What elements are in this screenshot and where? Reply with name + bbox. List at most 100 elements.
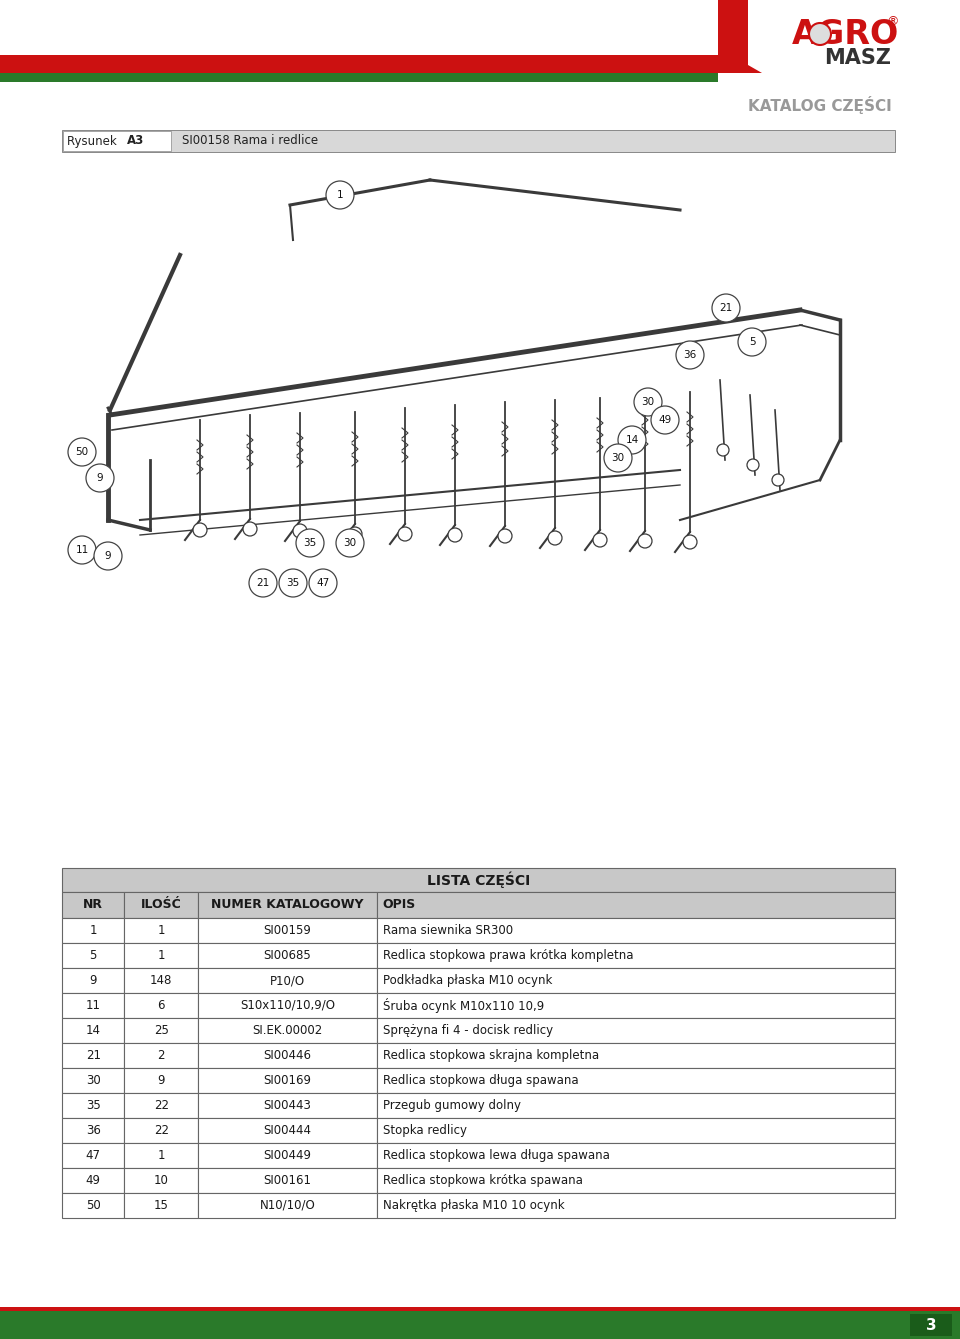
Bar xyxy=(62,1043,125,1069)
Bar xyxy=(125,1118,198,1144)
Bar xyxy=(377,994,895,1018)
Bar xyxy=(718,0,960,82)
Bar xyxy=(377,1018,895,1043)
Text: Sprężyna fi 4 - docisk redlicy: Sprężyna fi 4 - docisk redlicy xyxy=(383,1024,553,1036)
Circle shape xyxy=(336,529,364,557)
Circle shape xyxy=(683,536,697,549)
Bar xyxy=(198,1018,377,1043)
Text: 30: 30 xyxy=(85,1074,101,1087)
Bar xyxy=(62,943,125,968)
Bar xyxy=(62,868,895,892)
Circle shape xyxy=(448,528,462,542)
Text: Redlica stopkowa krótka spawana: Redlica stopkowa krótka spawana xyxy=(383,1174,583,1186)
Text: 9: 9 xyxy=(89,973,97,987)
Circle shape xyxy=(94,542,122,570)
Text: 36: 36 xyxy=(85,1123,101,1137)
Text: ILOŚĆ: ILOŚĆ xyxy=(141,898,181,912)
Circle shape xyxy=(618,426,646,454)
Text: 30: 30 xyxy=(344,538,356,548)
Text: 36: 36 xyxy=(684,349,697,360)
Text: 47: 47 xyxy=(85,1149,101,1162)
Text: 5: 5 xyxy=(749,337,756,347)
Bar xyxy=(125,892,198,919)
Text: 148: 148 xyxy=(150,973,172,987)
Text: SI00159: SI00159 xyxy=(263,924,311,937)
Circle shape xyxy=(309,569,337,597)
Text: 14: 14 xyxy=(625,435,638,445)
Text: SI00443: SI00443 xyxy=(263,1099,311,1111)
Text: 1: 1 xyxy=(157,1149,165,1162)
Text: 9: 9 xyxy=(157,1074,165,1087)
Text: A3: A3 xyxy=(127,134,144,147)
Text: Redlica stopkowa długa spawana: Redlica stopkowa długa spawana xyxy=(383,1074,579,1087)
Bar xyxy=(198,919,377,943)
Bar xyxy=(125,919,198,943)
Text: 35: 35 xyxy=(303,538,317,548)
Bar xyxy=(62,1069,125,1093)
Text: 22: 22 xyxy=(154,1123,169,1137)
Text: P10/O: P10/O xyxy=(270,973,305,987)
Circle shape xyxy=(498,529,512,544)
Bar xyxy=(62,968,125,994)
Polygon shape xyxy=(718,0,762,74)
Text: 1: 1 xyxy=(157,949,165,961)
Bar xyxy=(198,994,377,1018)
Bar xyxy=(198,943,377,968)
Bar xyxy=(62,130,895,153)
Bar xyxy=(125,1193,198,1218)
Text: LISTA CZĘŚCI: LISTA CZĘŚCI xyxy=(427,872,530,888)
Bar xyxy=(125,1018,198,1043)
Bar xyxy=(198,1193,377,1218)
Bar xyxy=(125,943,198,968)
Text: 6: 6 xyxy=(157,999,165,1012)
Circle shape xyxy=(593,533,607,548)
Circle shape xyxy=(326,181,354,209)
Circle shape xyxy=(279,569,307,597)
Bar xyxy=(0,55,718,74)
Bar xyxy=(377,1193,895,1218)
Text: 22: 22 xyxy=(154,1099,169,1111)
Text: 30: 30 xyxy=(641,396,655,407)
Text: 50: 50 xyxy=(76,447,88,457)
Circle shape xyxy=(638,534,652,548)
Bar xyxy=(0,1307,960,1311)
Bar xyxy=(198,892,377,919)
Text: OPIS: OPIS xyxy=(383,898,416,912)
Circle shape xyxy=(717,445,729,457)
Bar xyxy=(125,1168,198,1193)
Bar xyxy=(125,1093,198,1118)
Text: Przegub gumowy dolny: Przegub gumowy dolny xyxy=(383,1099,521,1111)
Text: 30: 30 xyxy=(612,453,625,463)
Bar xyxy=(198,968,377,994)
Text: 21: 21 xyxy=(256,578,270,588)
Bar xyxy=(377,1144,895,1168)
Text: SI00161: SI00161 xyxy=(263,1174,311,1186)
Circle shape xyxy=(634,388,662,416)
Circle shape xyxy=(68,438,96,466)
Bar xyxy=(62,1144,125,1168)
Bar xyxy=(377,1069,895,1093)
Bar xyxy=(377,1168,895,1193)
Text: 47: 47 xyxy=(317,578,329,588)
Text: 21: 21 xyxy=(85,1048,101,1062)
Bar xyxy=(377,1043,895,1069)
Text: 2: 2 xyxy=(157,1048,165,1062)
Circle shape xyxy=(86,465,114,491)
Circle shape xyxy=(747,459,759,471)
Circle shape xyxy=(738,328,766,356)
Circle shape xyxy=(548,532,562,545)
Circle shape xyxy=(676,341,704,370)
Circle shape xyxy=(651,406,679,434)
Text: 35: 35 xyxy=(286,578,300,588)
Text: NUMER KATALOGOWY: NUMER KATALOGOWY xyxy=(211,898,364,912)
Bar xyxy=(198,1144,377,1168)
Circle shape xyxy=(68,536,96,564)
Text: SI00444: SI00444 xyxy=(263,1123,311,1137)
Text: SI00446: SI00446 xyxy=(263,1048,311,1062)
Bar xyxy=(377,919,895,943)
Circle shape xyxy=(809,23,831,46)
Text: Podkładka płaska M10 ocynk: Podkładka płaska M10 ocynk xyxy=(383,973,552,987)
Text: SI00449: SI00449 xyxy=(263,1149,311,1162)
Circle shape xyxy=(604,445,632,473)
Bar xyxy=(62,994,125,1018)
